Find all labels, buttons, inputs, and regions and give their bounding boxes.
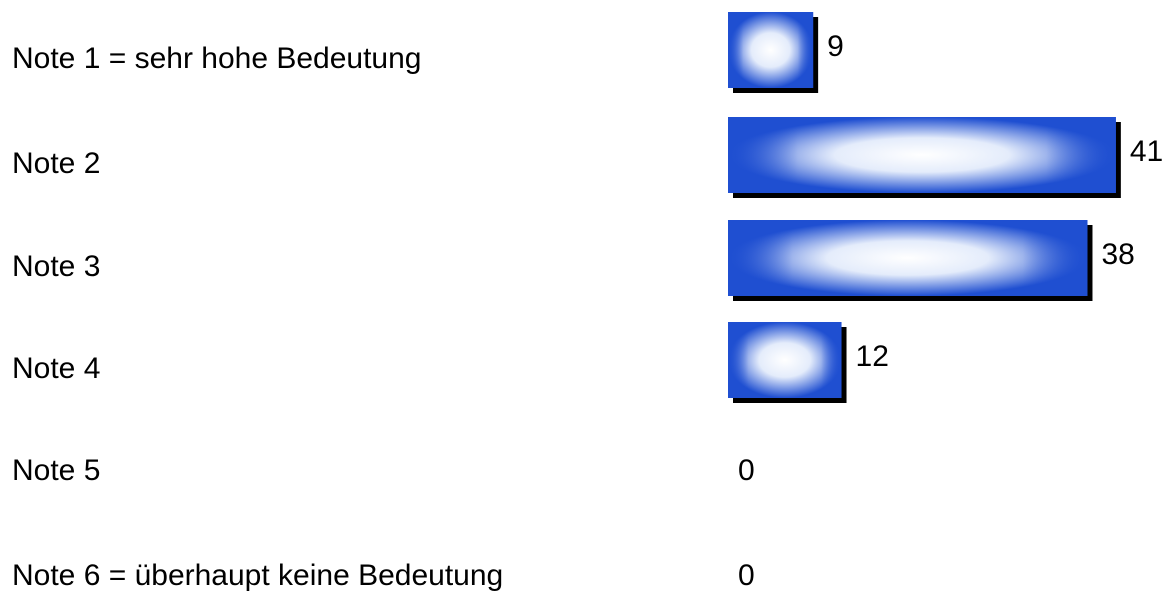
- bar-edge: [728, 220, 1088, 296]
- category-label: Note 3: [12, 250, 100, 283]
- bar-edge: [728, 12, 814, 88]
- value-label: 38: [1101, 238, 1134, 271]
- category-label: Note 6 = überhaupt keine Bedeutung: [12, 559, 503, 592]
- value-label: 0: [738, 559, 755, 592]
- value-label: 12: [856, 340, 889, 373]
- category-label: Note 2: [12, 147, 100, 180]
- bar-edge: [728, 322, 842, 398]
- category-label: Note 1 = sehr hohe Bedeutung: [12, 42, 421, 75]
- value-label: 9: [827, 30, 844, 63]
- value-label: 0: [738, 454, 755, 487]
- category-label: Note 4: [12, 352, 100, 385]
- bar-edge: [728, 117, 1116, 193]
- value-label: 41: [1130, 135, 1163, 168]
- category-label: Note 5: [12, 454, 100, 487]
